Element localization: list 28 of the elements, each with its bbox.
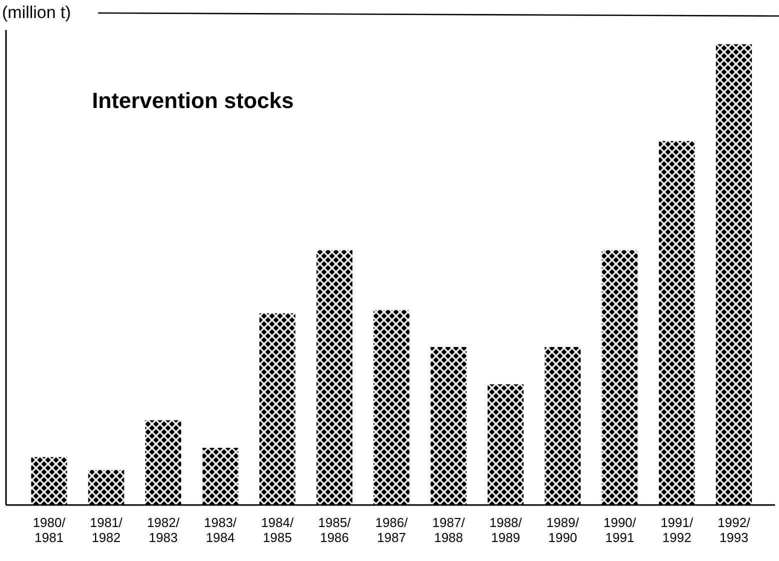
bar xyxy=(488,384,524,505)
bar xyxy=(259,313,296,505)
x-tick-label: 1991/ 1992 xyxy=(660,515,694,545)
bar xyxy=(202,448,238,505)
x-tick-label: 1987/ 1988 xyxy=(432,515,466,545)
text: Intervention stocks xyxy=(92,88,294,113)
bar xyxy=(88,470,124,505)
bar xyxy=(316,250,352,505)
x-tick-label: 1981/ 1982 xyxy=(90,515,123,545)
bar xyxy=(31,457,68,505)
bar xyxy=(145,420,182,505)
x-tick-label: 1986/ 1987 xyxy=(375,515,408,545)
x-tick-label: 1984/ 1985 xyxy=(261,515,294,545)
x-tick-label: 1983/ 1984 xyxy=(204,515,237,545)
bar xyxy=(430,346,467,505)
bar xyxy=(544,346,581,505)
x-tick-label: 1982/ 1983 xyxy=(146,515,180,545)
x-tick-label: 1985/ 1986 xyxy=(318,515,352,545)
bar xyxy=(602,250,638,505)
x-tick-label: 1988/ 1989 xyxy=(489,515,522,545)
bar xyxy=(716,44,752,505)
y-axis-title: (million t) xyxy=(2,3,71,22)
x-tick-label: 1992/ 1993 xyxy=(718,515,751,545)
bar xyxy=(658,141,695,505)
x-tick-label: 1980/ 1981 xyxy=(32,515,66,545)
bar xyxy=(374,310,410,505)
x-tick-label: 1990/ 1991 xyxy=(603,515,636,545)
x-tick-label: 1989/ 1990 xyxy=(546,515,580,545)
